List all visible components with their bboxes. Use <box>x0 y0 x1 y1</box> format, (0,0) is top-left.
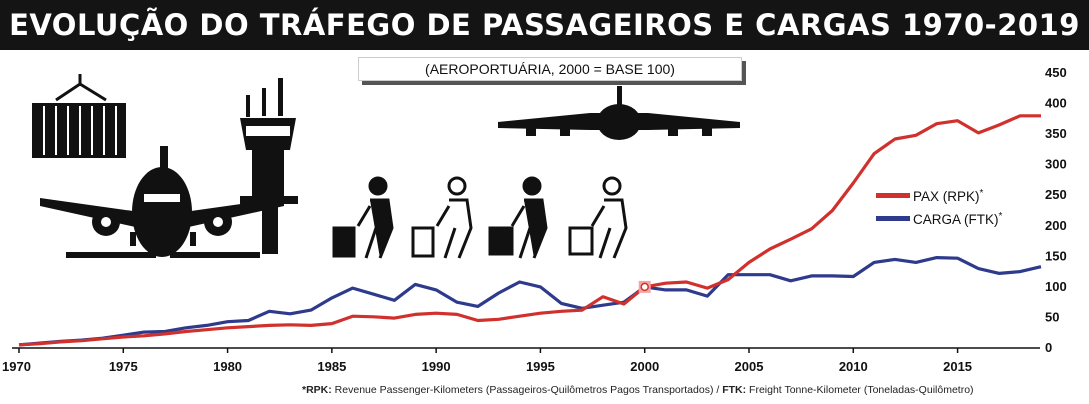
x-tick-label: 1990 <box>422 359 451 374</box>
passenger-luggage-icon <box>332 176 628 259</box>
y-tick-label: 100 <box>1045 279 1067 294</box>
y-tick-label: 150 <box>1045 248 1067 263</box>
cargo-container-icon <box>32 74 126 158</box>
airplane-top-icon <box>498 86 740 140</box>
chart-subtitle: (AEROPORTUÁRIA, 2000 = BASE 100) <box>358 57 742 81</box>
x-tick-label: 2005 <box>735 359 764 374</box>
chart-title: EVOLUÇÃO DO TRÁFEGO DE PASSAGEIROS E CAR… <box>9 8 1080 42</box>
x-tick-label: 2015 <box>943 359 972 374</box>
x-axis-ticks: 1970 1975 1980 1985 1990 1995 2000 2005 2010 2015 <box>2 348 972 374</box>
legend-label: CARGA (FTK)* <box>913 211 1003 228</box>
footnote-rpk-label: *RPK: <box>302 384 332 396</box>
x-tick-label: 1975 <box>109 359 138 374</box>
airplane-front-icon <box>40 146 284 258</box>
base-point-marker <box>640 282 649 292</box>
y-tick-label: 450 <box>1045 65 1067 80</box>
legend-asterisk: * <box>999 211 1003 222</box>
x-tick-label: 1970 <box>2 359 31 374</box>
y-tick-label: 200 <box>1045 218 1067 233</box>
series-line-pax <box>18 114 1041 347</box>
legend-label: PAX (RPK)* <box>913 188 984 205</box>
title-bar: EVOLUÇÃO DO TRÁFEGO DE PASSAGEIROS E CAR… <box>0 0 1089 50</box>
x-tick-label: 1980 <box>213 359 242 374</box>
series-line-carga <box>18 256 1042 347</box>
y-tick-label: 50 <box>1045 309 1059 324</box>
legend: PAX (RPK)* CARGA (FTK)* <box>876 188 1003 228</box>
footnote: *RPK: Revenue Passenger-Kilometers (Pass… <box>302 384 974 396</box>
legend-swatch <box>876 216 910 221</box>
x-tick-label: 2010 <box>839 359 868 374</box>
footnote-rpk-text: Revenue Passenger-Kilometers (Passageiro… <box>331 384 723 396</box>
legend-swatch <box>876 193 910 198</box>
y-tick-label: 400 <box>1045 96 1067 111</box>
footnote-ftk-label: FTK: <box>722 384 747 396</box>
x-tick-label: 1995 <box>526 359 555 374</box>
x-tick-label: 1985 <box>317 359 346 374</box>
x-tick-label: 2000 <box>630 359 659 374</box>
y-axis-ticks: 0 50 100 150 200 250 300 350 400 450 <box>1045 65 1067 355</box>
y-tick-label: 250 <box>1045 187 1067 202</box>
control-tower-icon <box>240 78 298 254</box>
legend-asterisk: * <box>980 188 984 199</box>
y-tick-label: 0 <box>1045 340 1052 355</box>
y-tick-label: 300 <box>1045 157 1067 172</box>
series-lines <box>18 114 1042 347</box>
y-tick-label: 350 <box>1045 126 1067 141</box>
footnote-ftk-text: Freight Tonne-Kilometer (Toneladas-Quilô… <box>746 384 974 396</box>
